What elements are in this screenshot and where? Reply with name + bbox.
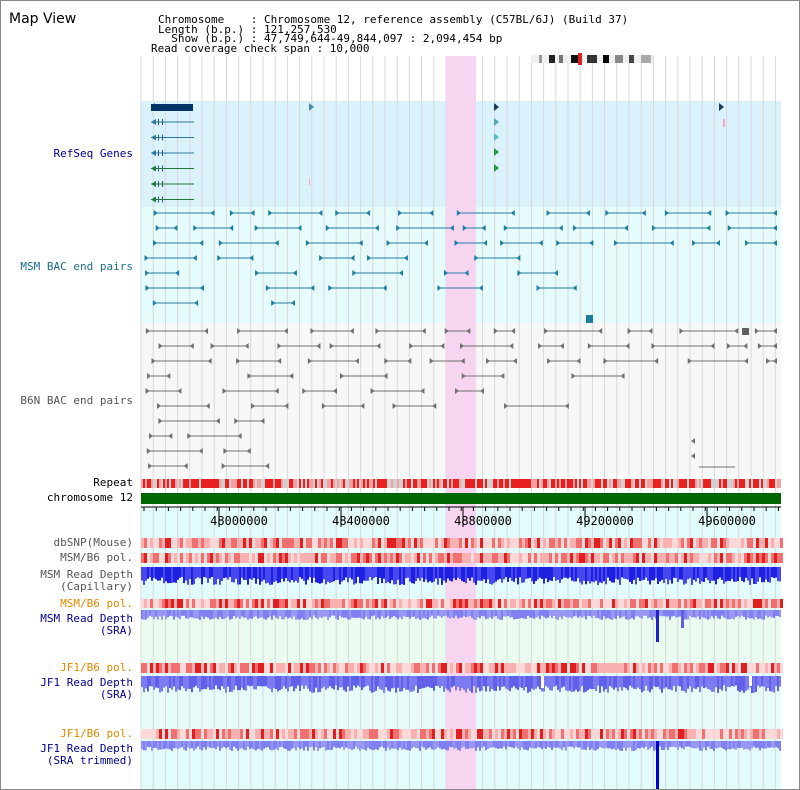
repeat-track — [141, 479, 781, 488]
depth-spike — [656, 610, 659, 642]
page-title: Map View — [9, 11, 77, 27]
track-label-chromosome: chromosome 12 — [46, 491, 133, 504]
track-label-jf1-depth-trim[interactable]: JF1 Read Depth — [40, 742, 133, 755]
chromosome-ideogram — [531, 53, 653, 65]
gene-arrow — [151, 150, 156, 156]
depth-spike — [681, 610, 684, 628]
length-info: Length (b.p.) : 121,257,530 — [158, 23, 337, 36]
track-label-msm-b6-pol-1[interactable]: MSM/B6 pol. — [60, 551, 133, 564]
track-label-refseq[interactable]: RefSeq Genes — [53, 147, 133, 160]
axis-tick-label: 48800000 — [454, 514, 512, 528]
track-label-dbsnp[interactable]: dbSNP(Mouse) — [53, 536, 133, 549]
gene-marker — [719, 103, 724, 111]
gene-marker — [309, 103, 314, 111]
depth-spike — [541, 676, 544, 688]
track-label-msm-depth-cap[interactable]: MSM Read Depth — [40, 568, 133, 581]
track-label-msm-depth-cap-sub: (Capillary) — [60, 580, 133, 593]
track-label-jf1-depth-sra-sub: (SRA) — [99, 688, 133, 701]
msm-depth-sra — [141, 610, 781, 642]
msm-bac-pairs — [144, 210, 777, 306]
axis-tick-label: 48000000 — [210, 514, 268, 528]
gene-arrow — [151, 181, 156, 187]
track-label-jf1-b6-pol-2[interactable]: JF1/B6 pol. — [60, 727, 133, 740]
track-label-b6n-bac[interactable]: B6N BAC end pairs — [20, 394, 133, 407]
gene-marker — [494, 164, 499, 172]
gene-marker — [494, 118, 499, 126]
track-label-msm-bac[interactable]: MSM BAC end pairs — [20, 260, 133, 273]
depth-spike — [656, 741, 659, 789]
depth-spike — [749, 676, 752, 686]
refseq-genes — [151, 103, 725, 203]
axis-tick-label: 48400000 — [332, 514, 390, 528]
gene-arrow — [151, 196, 156, 203]
chromosome-bar — [141, 493, 781, 504]
track-label-msm-b6-pol-2[interactable]: MSM/B6 pol. — [60, 597, 133, 610]
coverage-span-info: Read coverage check span : 10,000 — [151, 42, 370, 55]
jf1-depth-sra — [141, 676, 781, 693]
gene-arrow — [151, 103, 155, 111]
bac-marker — [586, 315, 593, 323]
msm-depth-capillary — [141, 567, 781, 585]
chromosome-info: Chromosome : Chromosome 12, reference as… — [158, 13, 629, 26]
b6n-bac-pairs — [145, 328, 777, 469]
jf1-b6-pol-strip-2 — [141, 729, 783, 739]
gene-marker — [494, 133, 499, 141]
msm-b6-pol-strip-2 — [141, 599, 783, 608]
track-label-repeat: Repeat — [93, 476, 133, 489]
track-label-msm-depth-sra-sub: (SRA) — [99, 624, 133, 637]
gene-block — [151, 104, 193, 111]
track-label-jf1-b6-pol-1[interactable]: JF1/B6 pol. — [60, 661, 133, 674]
track-label-jf1-depth-trim-sub: (SRA trimmed) — [46, 754, 133, 767]
bac-marker — [691, 453, 695, 459]
axis-tick-label: 49200000 — [576, 514, 634, 528]
msm-b6-pol-strip-1 — [141, 553, 783, 563]
bac-marker — [742, 328, 749, 335]
track-label-jf1-depth-sra[interactable]: JF1 Read Depth — [40, 676, 133, 689]
track-label-msm-depth-sra[interactable]: MSM Read Depth — [40, 612, 133, 625]
gene-arrow — [151, 165, 156, 172]
jf1-depth-trimmed — [141, 741, 781, 789]
gene-arrow — [151, 119, 156, 125]
position-axis: 48000000 48400000 48800000 49200000 49600000 — [141, 506, 781, 528]
gene-marker — [494, 148, 499, 156]
bac-marker — [691, 438, 695, 444]
show-range-info: Show (b.p.) : 47,749,644-49,844,097 : 2,… — [158, 32, 503, 45]
jf1-b6-pol-strip-1 — [141, 663, 783, 673]
ideogram-marker — [578, 53, 582, 65]
axis-tick-label: 49600000 — [698, 514, 756, 528]
gene-arrow — [151, 134, 156, 141]
dbsnp-strip — [141, 538, 783, 548]
gene-marker — [494, 103, 499, 111]
